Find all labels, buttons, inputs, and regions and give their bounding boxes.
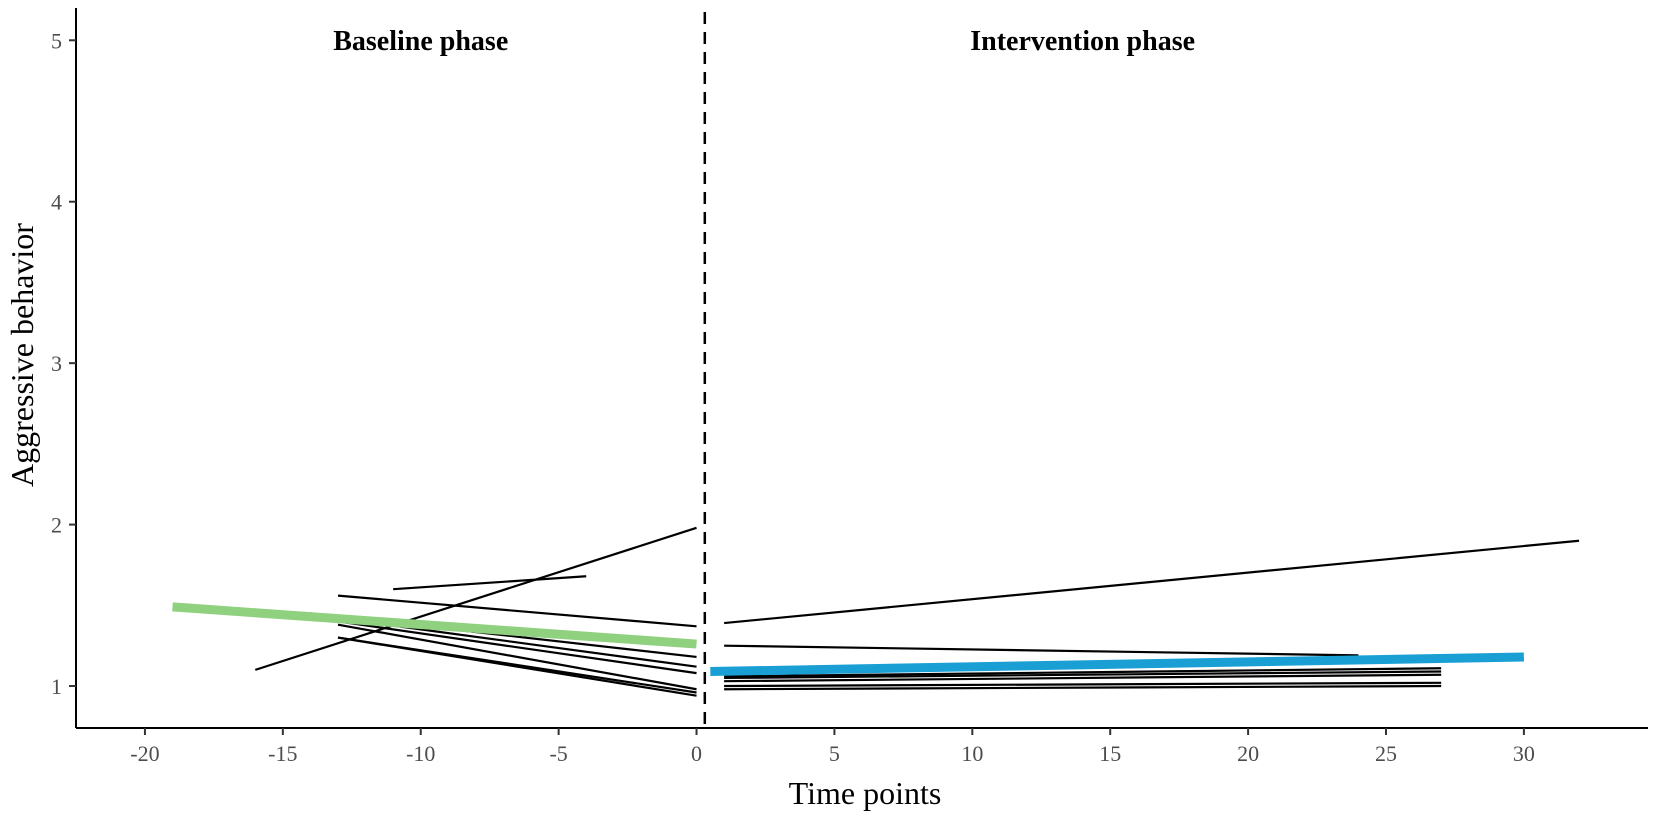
mean-trend-lines — [172, 602, 1524, 676]
individual-lines — [254, 526, 1580, 697]
individual-line-intervention-3 — [724, 667, 1442, 678]
x-tick-label: 15 — [1099, 741, 1121, 766]
individual-line-baseline-9 — [337, 636, 697, 697]
baseline-phase-label: Baseline phase — [333, 26, 508, 57]
individual-line-intervention-6 — [724, 681, 1442, 688]
x-tick-label: -5 — [549, 741, 567, 766]
intervention-mean-trend-line — [710, 652, 1524, 676]
individual-line-baseline-3 — [337, 594, 697, 628]
y-axis-title: Aggressive behavior — [4, 223, 40, 487]
individual-line-intervention-7 — [724, 684, 1442, 691]
intervention-phase-label: Intervention phase — [970, 26, 1195, 57]
y-tick-label: 4 — [51, 190, 62, 215]
x-tick-label: -10 — [406, 741, 435, 766]
x-tick-label: 5 — [829, 741, 840, 766]
individual-line-baseline-7 — [337, 623, 697, 691]
individual-line-intervention-1 — [723, 539, 1580, 625]
y-axis-ticks: 1 2 3 4 5 — [51, 28, 76, 699]
phase-labels: Baseline phase Intervention phase — [333, 26, 1195, 57]
individual-line-baseline-2 — [393, 575, 587, 591]
x-tick-label: -15 — [268, 741, 297, 766]
x-axis-title: Time points — [789, 775, 942, 811]
individual-line-baseline-6 — [337, 620, 697, 675]
x-tick-label: 30 — [1513, 741, 1535, 766]
baseline-mean-trend-line — [172, 602, 697, 649]
x-tick-label: 10 — [961, 741, 983, 766]
y-tick-label: 3 — [51, 351, 62, 376]
individual-line-intervention-4 — [724, 670, 1442, 680]
x-tick-label: -20 — [130, 741, 159, 766]
y-tick-label: 5 — [51, 28, 62, 53]
x-tick-label: 25 — [1375, 741, 1397, 766]
individual-line-intervention-2 — [724, 644, 1359, 657]
x-tick-label: 20 — [1237, 741, 1259, 766]
x-tick-label: 0 — [691, 741, 702, 766]
individual-line-baseline-1 — [254, 526, 697, 671]
x-axis-ticks: -20 -15 -10 -5 0 5 10 15 20 25 30 — [130, 728, 1535, 766]
y-tick-label: 1 — [51, 674, 62, 699]
individual-line-intervention-5 — [724, 673, 1442, 683]
y-tick-label: 2 — [51, 513, 62, 538]
